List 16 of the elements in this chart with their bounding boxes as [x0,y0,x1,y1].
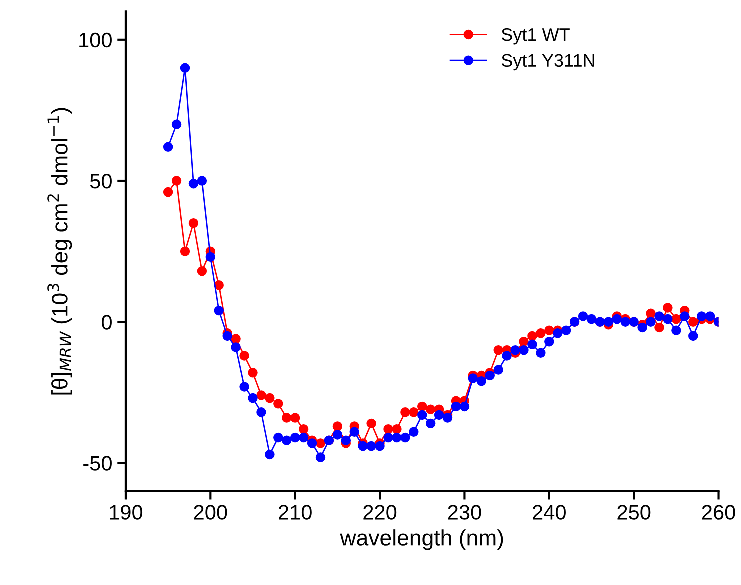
y-tick-label: 100 [80,32,112,48]
legend-label: Syt1 Y311N [502,54,594,71]
legend-label: Syt1 WT [502,28,570,45]
x-tick-label: 250 [618,505,651,520]
x-tick-label: 210 [279,505,312,520]
y-tick-label: 50 [90,174,112,189]
x-tick-label: 230 [448,505,482,520]
x-axis-title: wavelength (nm) [340,530,504,550]
x-tick-label: 240 [533,505,566,520]
x-tick-label: 260 [702,505,736,520]
y-tick-label: -50 [84,456,112,471]
y-tick-label: 0 [102,315,112,330]
text: [θ]$_{MRW}$ (10$^{3}$ deg cm$^{2}$ dmol$^{−1}$) [48,108,72,395]
x-tick-label: 200 [194,505,228,520]
x-tick-label: 190 [110,505,143,520]
x-tick-label: 220 [364,505,397,520]
